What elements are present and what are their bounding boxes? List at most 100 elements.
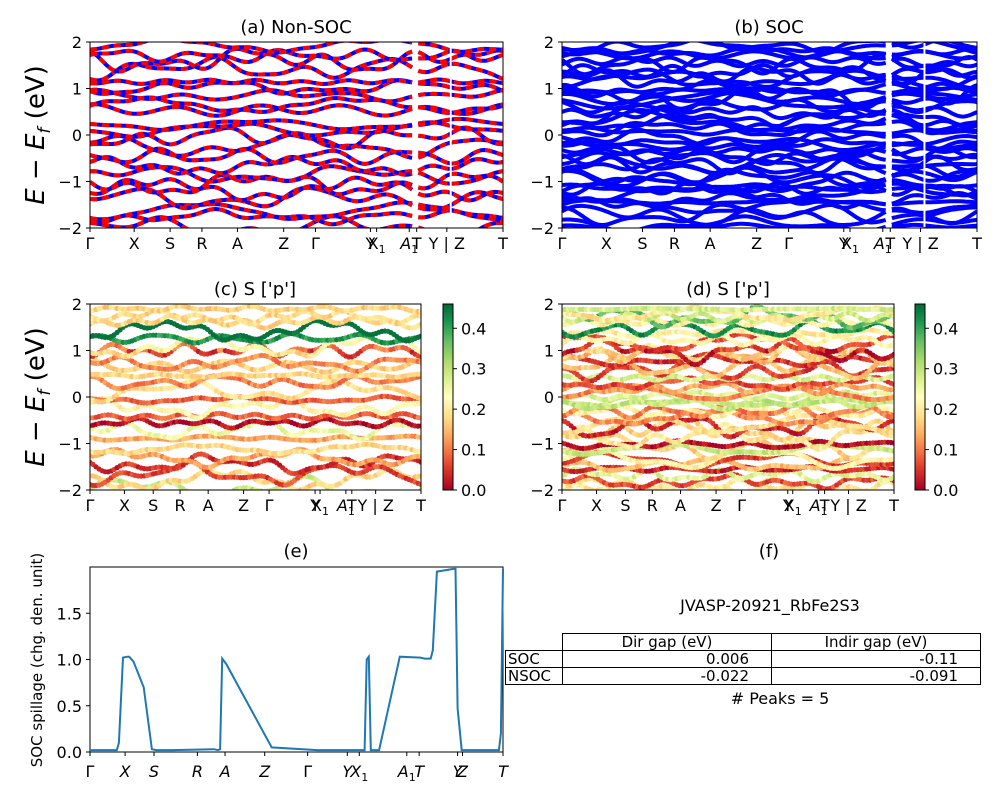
band-line xyxy=(90,116,503,132)
band-point xyxy=(891,414,894,420)
y-tick-label: 0 xyxy=(72,388,82,407)
band-point xyxy=(220,495,225,500)
band-point xyxy=(214,497,219,502)
band-point xyxy=(706,489,708,490)
x-tick-label: A1 xyxy=(336,496,355,518)
band-point xyxy=(352,490,357,495)
band-line xyxy=(90,175,503,203)
band-point xyxy=(183,488,189,490)
ylabel-energy-middle: E − Ef (eV) xyxy=(21,327,55,467)
band-point xyxy=(418,400,421,406)
x-tick-label: X xyxy=(601,234,612,253)
x-tick-label: Y | Z xyxy=(357,496,394,515)
band-point xyxy=(418,321,421,327)
band-point xyxy=(665,493,670,498)
x-tick-label: Y | Z xyxy=(901,234,938,253)
x-tick-label: S xyxy=(148,496,158,515)
band-line xyxy=(90,206,503,227)
y-tick-label: 0 xyxy=(72,126,82,145)
panel-c-title: (c) S ['p'] xyxy=(214,279,296,300)
x-tick-label: Γ xyxy=(558,234,567,253)
x-tick-label: T xyxy=(346,496,357,515)
band-line xyxy=(562,42,977,55)
x-tick-label: Γ xyxy=(311,234,320,253)
band-point xyxy=(223,493,228,498)
band-point xyxy=(891,407,894,414)
band-lines xyxy=(562,42,977,228)
x-tick-label: Γ xyxy=(784,234,793,253)
band-point xyxy=(891,460,894,467)
y-tick-label: 1 xyxy=(544,80,554,99)
panel-a-title: (a) Non-SOC xyxy=(240,17,351,38)
band-point xyxy=(193,494,198,499)
x-tick-label: X1 xyxy=(368,234,386,256)
band-point xyxy=(196,496,201,501)
band-point xyxy=(891,430,894,436)
band-point xyxy=(690,489,693,490)
band-point xyxy=(891,448,894,454)
panel-d-title: (d) S ['p'] xyxy=(686,279,770,300)
band-point xyxy=(659,490,664,495)
band-line xyxy=(562,90,977,106)
x-tick-label: T xyxy=(497,234,508,253)
band-point xyxy=(668,493,673,498)
band-point xyxy=(400,497,405,502)
y-tick-label: −1 xyxy=(530,173,554,192)
y-tick-label: 2 xyxy=(544,33,554,52)
band-line xyxy=(90,125,503,151)
x-tick-label: A xyxy=(705,234,716,253)
x-tick-label: Γ xyxy=(86,496,95,515)
panel-e-title: (e) xyxy=(283,541,308,562)
band-point xyxy=(418,354,421,360)
band-point xyxy=(891,474,894,480)
band-point xyxy=(406,496,411,501)
band-point xyxy=(701,491,706,496)
band-point xyxy=(418,473,421,479)
path-break xyxy=(449,43,452,227)
x-tick-label: T xyxy=(411,234,422,253)
band-point xyxy=(806,424,813,430)
band-point xyxy=(378,489,380,490)
ylabel-spillage: SOC spillage (chg. den. unit) xyxy=(28,553,46,768)
x-tick-label: Y xyxy=(365,234,376,253)
band-point xyxy=(217,496,222,501)
x-tick-label: R xyxy=(669,234,680,253)
band-line xyxy=(90,55,503,83)
band-line xyxy=(90,214,503,228)
x-tick-label: Y | Z xyxy=(428,234,465,253)
band-line xyxy=(562,197,977,207)
band-point xyxy=(879,492,884,497)
band-line xyxy=(90,47,503,65)
y-tick-label: −1 xyxy=(58,173,82,192)
x-tick-label: Y xyxy=(838,234,849,253)
band-point xyxy=(418,313,421,319)
band-line xyxy=(562,55,977,69)
x-tick-label: X1 xyxy=(311,496,329,518)
band-point xyxy=(190,493,195,498)
x-tick-label: X1 xyxy=(841,234,859,256)
band-point xyxy=(187,491,192,496)
x-tick-label: Γ xyxy=(86,234,95,253)
band-point xyxy=(418,459,421,465)
band-point xyxy=(620,488,625,490)
x-tick-label: Z xyxy=(238,496,249,515)
band-point xyxy=(418,487,421,490)
x-tick-label: Γ xyxy=(265,496,274,515)
y-tick-label: −2 xyxy=(58,481,82,500)
band-point xyxy=(855,490,860,495)
band-point xyxy=(418,308,421,314)
band-line xyxy=(562,105,977,131)
x-tick-label: Z xyxy=(751,234,762,253)
band-point xyxy=(671,487,677,490)
x-tick-label: S xyxy=(637,234,647,253)
y-tick-label: −2 xyxy=(530,219,554,238)
band-point xyxy=(418,423,421,429)
band-point xyxy=(418,415,421,421)
panel-f-title: (f) xyxy=(759,541,779,562)
band-point xyxy=(891,440,894,446)
band-point xyxy=(744,490,749,495)
y-tick-label: 2 xyxy=(72,33,82,52)
band-line xyxy=(90,87,503,104)
